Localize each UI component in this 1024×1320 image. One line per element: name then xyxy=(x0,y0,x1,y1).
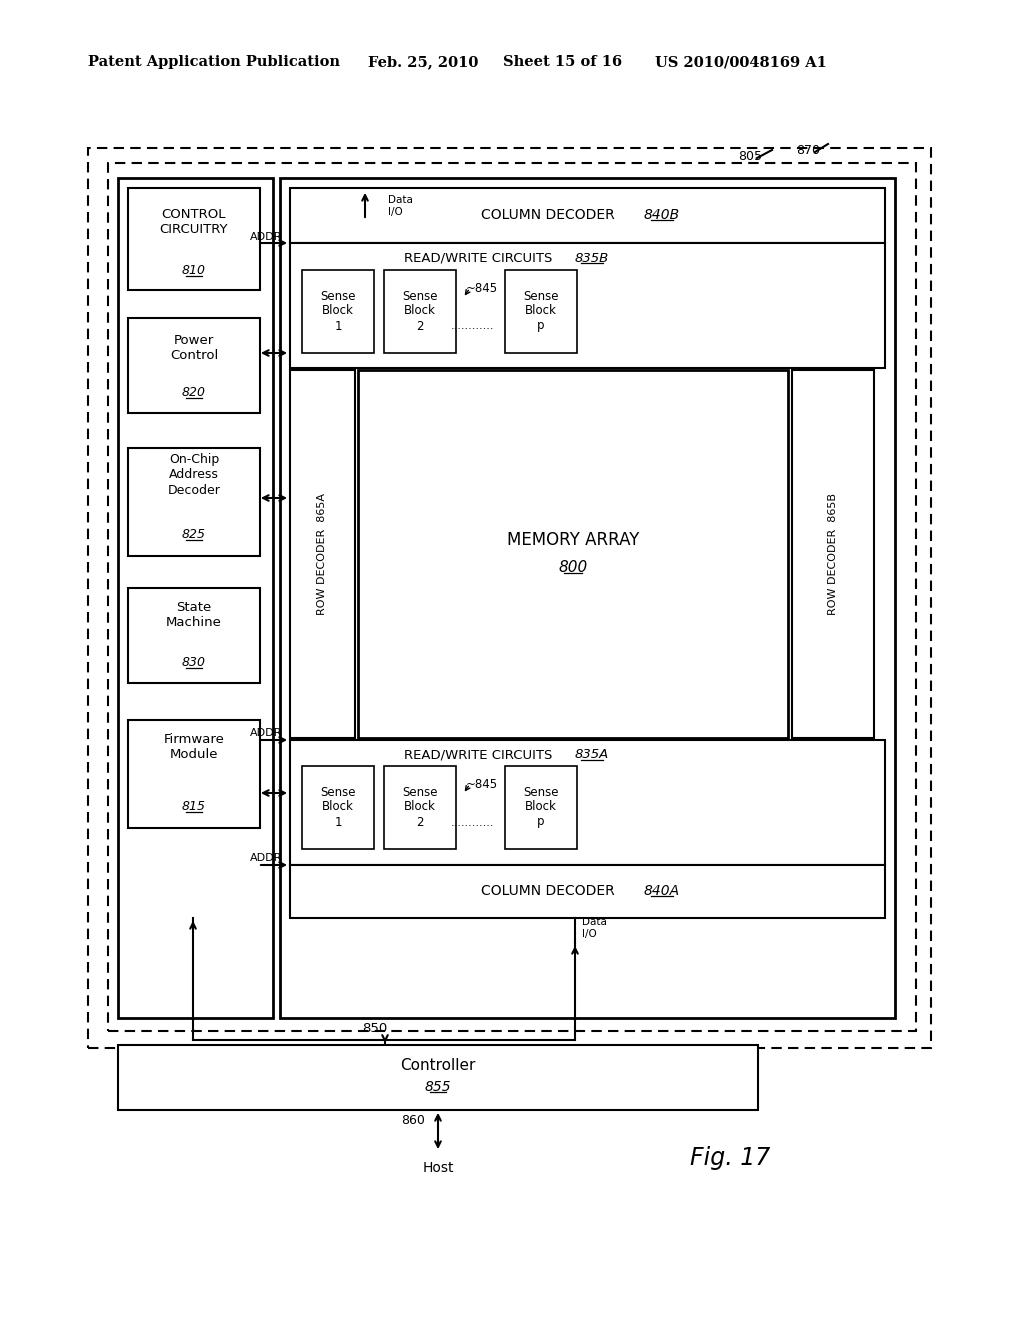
Bar xyxy=(290,187,885,243)
Text: ~845: ~845 xyxy=(466,779,498,792)
Text: Sense
Block
2: Sense Block 2 xyxy=(402,289,437,333)
Bar xyxy=(384,766,456,849)
Text: On-Chip
Address
Decoder: On-Chip Address Decoder xyxy=(168,454,220,496)
Text: MEMORY ARRAY: MEMORY ARRAY xyxy=(507,531,639,549)
Bar xyxy=(358,370,788,738)
Text: ROW DECODER  865A: ROW DECODER 865A xyxy=(317,492,327,615)
Bar xyxy=(118,1045,758,1110)
Bar xyxy=(108,162,916,1031)
Text: ~845: ~845 xyxy=(466,282,498,296)
Text: COLUMN DECODER: COLUMN DECODER xyxy=(481,884,614,898)
Text: 830: 830 xyxy=(182,656,206,669)
Text: State
Machine: State Machine xyxy=(166,601,222,630)
Bar xyxy=(290,865,885,917)
Text: Patent Application Publication: Patent Application Publication xyxy=(88,55,340,69)
Text: ADDR: ADDR xyxy=(250,729,283,738)
Text: Sheet 15 of 16: Sheet 15 of 16 xyxy=(503,55,623,69)
Text: Sense
Block
1: Sense Block 1 xyxy=(321,289,355,333)
Text: 840B: 840B xyxy=(644,209,680,222)
Text: 835A: 835A xyxy=(574,748,609,762)
Text: US 2010/0048169 A1: US 2010/0048169 A1 xyxy=(655,55,826,69)
Text: Sense
Block
2: Sense Block 2 xyxy=(402,785,437,829)
Text: 820: 820 xyxy=(182,387,206,400)
Bar xyxy=(128,719,260,828)
Bar xyxy=(128,318,260,413)
Bar xyxy=(384,271,456,352)
Bar xyxy=(128,587,260,682)
Bar xyxy=(792,370,874,738)
Text: CONTROL
CIRCUITRY: CONTROL CIRCUITRY xyxy=(160,209,228,236)
Text: Sense
Block
p: Sense Block p xyxy=(523,289,559,333)
Text: 825: 825 xyxy=(182,528,206,541)
Text: READ/WRITE CIRCUITS: READ/WRITE CIRCUITS xyxy=(403,748,552,762)
Text: 870: 870 xyxy=(796,144,820,157)
Text: Fig. 17: Fig. 17 xyxy=(690,1146,770,1170)
Text: Power
Control: Power Control xyxy=(170,334,218,362)
Text: Sense
Block
1: Sense Block 1 xyxy=(321,785,355,829)
Bar xyxy=(128,447,260,556)
Bar xyxy=(290,370,355,738)
Text: ADDR: ADDR xyxy=(250,232,283,242)
Bar xyxy=(505,271,577,352)
Bar xyxy=(88,148,931,1048)
Text: 860: 860 xyxy=(401,1114,425,1126)
Bar xyxy=(128,187,260,290)
Text: Data
I/O: Data I/O xyxy=(388,195,413,216)
Bar xyxy=(118,178,273,1018)
Text: Firmware
Module: Firmware Module xyxy=(164,733,224,762)
Text: Controller: Controller xyxy=(400,1057,476,1072)
Bar xyxy=(302,766,374,849)
Text: Data
I/O: Data I/O xyxy=(582,917,607,939)
Text: ADDR: ADDR xyxy=(250,853,283,863)
Text: 850: 850 xyxy=(362,1022,388,1035)
Text: Feb. 25, 2010: Feb. 25, 2010 xyxy=(368,55,478,69)
Text: ROW DECODER  865B: ROW DECODER 865B xyxy=(828,492,838,615)
Text: COLUMN DECODER: COLUMN DECODER xyxy=(481,209,614,222)
Text: Sense
Block
p: Sense Block p xyxy=(523,785,559,829)
Bar xyxy=(290,741,885,865)
Text: ............: ............ xyxy=(451,818,494,828)
Bar xyxy=(290,243,885,368)
Bar xyxy=(280,178,895,1018)
Text: ............: ............ xyxy=(451,321,494,331)
Text: READ/WRITE CIRCUITS: READ/WRITE CIRCUITS xyxy=(403,252,552,264)
Text: 840A: 840A xyxy=(644,884,680,898)
Text: 800: 800 xyxy=(558,561,588,576)
Text: 815: 815 xyxy=(182,800,206,813)
Text: Host: Host xyxy=(422,1162,454,1175)
Text: 855: 855 xyxy=(425,1080,452,1094)
Text: 805: 805 xyxy=(738,149,762,162)
Bar xyxy=(505,766,577,849)
Text: 835B: 835B xyxy=(574,252,609,264)
Text: 810: 810 xyxy=(182,264,206,277)
Bar xyxy=(302,271,374,352)
